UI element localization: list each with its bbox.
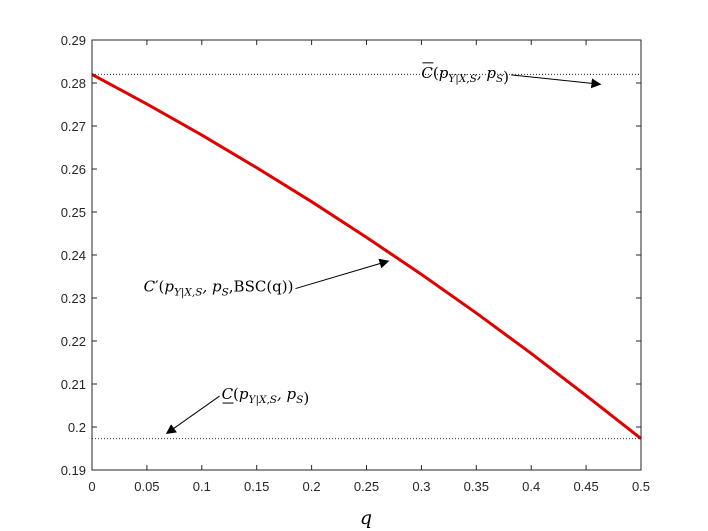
x-tick-label: 0.25	[354, 479, 379, 494]
y-tick-label: 0.28	[61, 76, 86, 91]
y-tick-label: 0.24	[61, 248, 86, 263]
annotation-text-lower: C(pY|X,S, pS)	[222, 385, 310, 407]
x-tick-label: 0.4	[522, 479, 540, 494]
series-layer	[91, 73, 642, 440]
annotation-layer: C(pY|X,S, pS) C′(pY|X,S, pS,BSC(q)) C(pY|X…	[144, 62, 602, 435]
annotation-upper: C(pY|X,S, pS)	[421, 62, 602, 89]
y-tick-label: 0.2	[68, 420, 86, 435]
axes-layer: 0 0.05 0.1 0.15 0.2 0.25 0.3 0.35 0.4 0.45 0.5 0.19…	[61, 33, 650, 494]
x-tick-label: 0.15	[244, 479, 269, 494]
annotation-arrow-upper	[510, 74, 602, 89]
x-tick-label: 0.45	[573, 479, 598, 494]
x-tick-label: 0.35	[464, 479, 489, 494]
x-tick-label: 0	[88, 479, 95, 494]
plot-background	[92, 40, 641, 470]
annotation-text-middle: C′(pY|X,S, pS,BSC(q))	[144, 278, 294, 300]
annotation-text-upper: C(pY|X,S, pS)	[421, 64, 509, 86]
annotation-arrow-middle	[295, 258, 390, 290]
y-tick-label: 0.27	[61, 119, 86, 134]
x-tick-label: 0.3	[412, 479, 430, 494]
y-tick-label: 0.22	[61, 334, 86, 349]
annotation-middle: C′(pY|X,S, pS,BSC(q))	[144, 258, 390, 300]
x-tick-label: 0.2	[303, 479, 321, 494]
annotation-arrow-lower	[165, 395, 220, 435]
x-tick-label: 0.1	[193, 479, 211, 494]
x-axis-title: q	[360, 507, 372, 529]
y-tick-label: 0.21	[61, 377, 86, 392]
series-line-0	[91, 73, 642, 440]
y-tick-label: 0.23	[61, 291, 86, 306]
y-tick-label: 0.29	[61, 33, 86, 48]
x-tick-label: 0.5	[632, 479, 650, 494]
y-tick-label: 0.26	[61, 162, 86, 177]
y-tick-label: 0.19	[61, 463, 86, 478]
y-tick-label: 0.25	[61, 205, 86, 220]
x-tick-label: 0.05	[134, 479, 159, 494]
annotation-lower: C(pY|X,S, pS)	[165, 385, 310, 435]
